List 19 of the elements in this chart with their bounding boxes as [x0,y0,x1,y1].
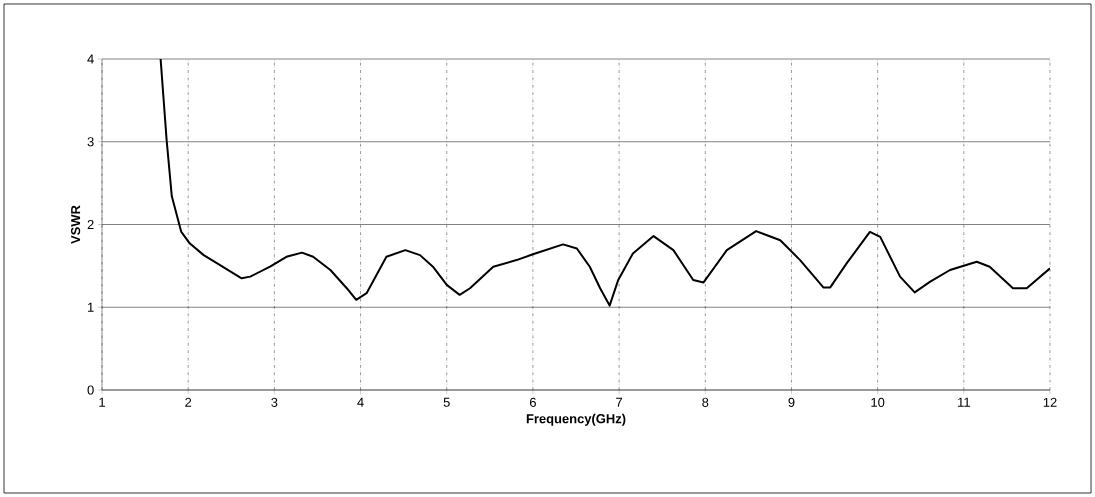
x-tick-label: 1 [99,397,105,407]
x-tick-label: 7 [616,397,623,407]
y-axis-title: VSWR [71,205,81,244]
x-tick-label: 3 [271,397,278,407]
x-tick-label: 6 [529,397,536,407]
y-tick-label: 0 [87,385,94,395]
y-tick-label: 4 [87,54,94,64]
y-tick-label: 2 [87,219,94,230]
x-tick-label: 5 [443,397,450,407]
x-tick-label: 2 [185,397,192,407]
x-tick-label: 11 [958,397,970,407]
x-tick-label: 4 [357,397,364,407]
x-tick-label: 9 [788,397,795,407]
x-tick-label: 12 [1043,397,1057,407]
x-tick-label: 10 [871,397,885,407]
y-tick-label: 1 [88,302,94,312]
x-tick-label: 8 [702,397,709,407]
x-axis-title: Frequency(GHz) [526,413,626,426]
y-tick-label: 3 [87,137,94,147]
